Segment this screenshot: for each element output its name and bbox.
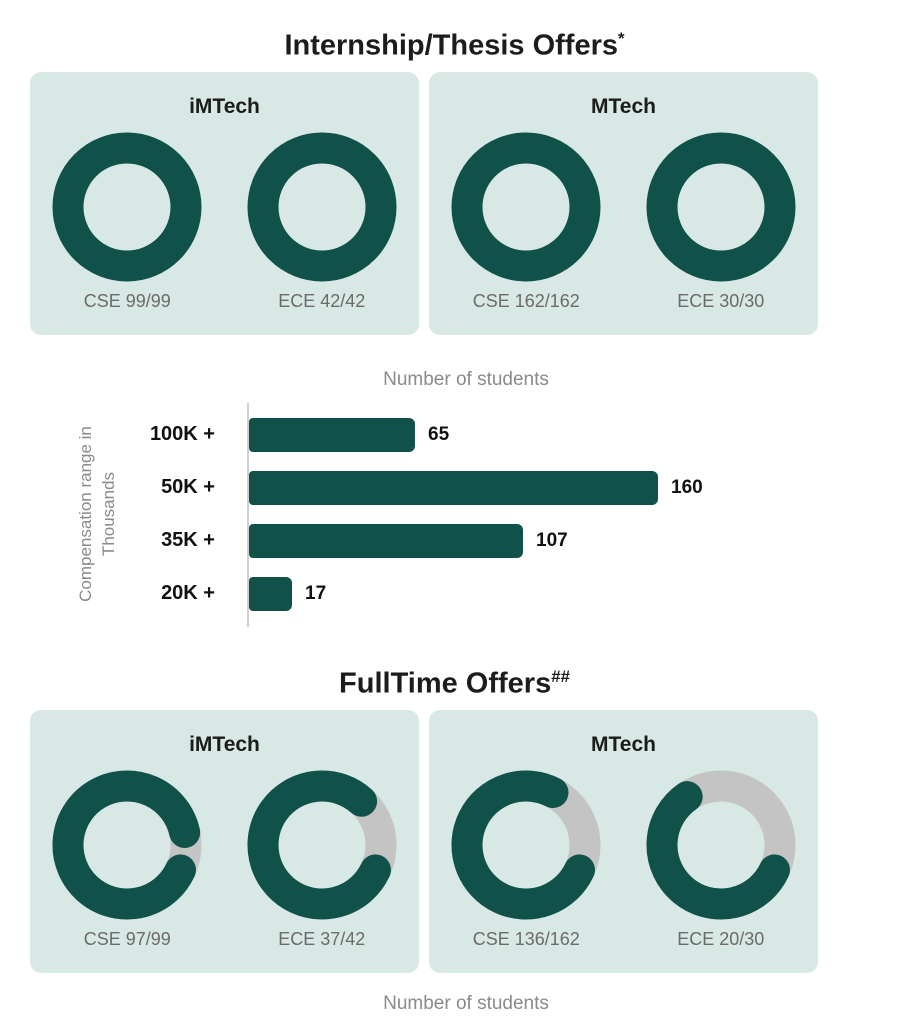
donut-label: CSE 136/162 [472, 929, 580, 949]
program-panel: MTech CSE 136/162 ECE 20/30 [429, 710, 818, 973]
donut-filled-ring [646, 132, 796, 282]
bar-value-label: 160 [671, 476, 703, 498]
bar-row: 35K + 107 [0, 514, 909, 567]
bar-value-label: 17 [305, 582, 327, 604]
donut-label: ECE 37/42 [278, 929, 366, 949]
donut-label: CSE 162/162 [472, 291, 580, 311]
bar-chart-axis-line [247, 403, 249, 627]
bar [249, 417, 415, 452]
donut-row: CSE 99/99 ECE 42/42 [30, 132, 419, 312]
donut-label: ECE 42/42 [278, 291, 366, 311]
donut-chart [247, 770, 397, 920]
donut-label: ECE 20/30 [677, 929, 765, 949]
donut-cell: CSE 162/162 [429, 132, 624, 312]
donut-filled-ring [451, 132, 601, 282]
bar-category-label: 100K + [149, 423, 215, 445]
bar-category-label: 20K + [161, 582, 215, 604]
fulltime-title-footnote-marker: ## [551, 667, 570, 687]
panel-title: MTech [591, 95, 656, 118]
bar-chart-rows: 100K + 65 50K + 160 35K + 107 20K + 17 [0, 408, 909, 620]
donut-cell: CSE 99/99 [30, 132, 225, 312]
donut-cell: ECE 20/30 [624, 770, 819, 950]
donut-row: CSE 162/162 ECE 30/30 [429, 132, 818, 312]
bar-value-label: 107 [536, 529, 568, 551]
donut-filled-ring [247, 132, 397, 282]
panel-title: iMTech [189, 95, 260, 118]
internship-panels-row: iMTech CSE 99/99 ECE 42/42 MTech CSE 162/162… [30, 72, 818, 335]
donut-filled-ring [52, 132, 202, 282]
donut-cell: ECE 37/42 [225, 770, 420, 950]
bar [249, 523, 523, 558]
donut-achieved-arc [52, 770, 201, 920]
donut-achieved-arc [451, 770, 596, 920]
donut-label: CSE 97/99 [83, 929, 171, 949]
bar-category-label: 35K + [161, 529, 215, 551]
bar-row: 20K + 17 [0, 567, 909, 620]
donut-cell: CSE 97/99 [30, 770, 225, 950]
donut-chart [52, 132, 202, 282]
bar-chart-title: Number of students [383, 369, 549, 390]
fulltime-panels-row: iMTech CSE 97/99 ECE 37/42 MTech CSE 136/162… [30, 710, 818, 973]
program-panel: iMTech CSE 99/99 ECE 42/42 [30, 72, 419, 335]
donut-chart [451, 132, 601, 282]
donut-row: CSE 97/99 ECE 37/42 [30, 770, 419, 950]
donut-cell: ECE 30/30 [624, 132, 819, 312]
donut-cell: CSE 136/162 [429, 770, 624, 950]
donut-chart [247, 132, 397, 282]
donut-chart [451, 770, 601, 920]
bar-category-label: 50K + [161, 476, 215, 498]
internship-section-title: Internship/Thesis Offers* [0, 29, 909, 63]
footer-caption: Number of students [383, 993, 549, 1014]
donut-achieved-arc [247, 770, 391, 920]
bar-row: 100K + 65 [0, 408, 909, 461]
bar-row: 50K + 160 [0, 461, 909, 514]
program-panel: MTech CSE 162/162 ECE 30/30 [429, 72, 818, 335]
donut-chart [52, 770, 202, 920]
donut-label: CSE 99/99 [83, 291, 171, 311]
internship-title-footnote-marker: * [618, 29, 625, 49]
fulltime-title-text: FullTime Offers [339, 668, 552, 701]
internship-title-text: Internship/Thesis Offers [284, 30, 619, 63]
donut-chart [646, 770, 796, 920]
bar-value-label: 65 [428, 423, 450, 445]
donut-label: ECE 30/30 [677, 291, 765, 311]
panel-title: iMTech [189, 733, 260, 756]
bar [249, 470, 658, 505]
program-panel: iMTech CSE 97/99 ECE 37/42 [30, 710, 419, 973]
bar [249, 576, 292, 611]
donut-chart [646, 132, 796, 282]
fulltime-section-title: FullTime Offers## [0, 667, 909, 701]
donut-row: CSE 136/162 ECE 20/30 [429, 770, 818, 950]
donut-achieved-arc [646, 781, 790, 920]
donut-cell: ECE 42/42 [225, 132, 420, 312]
panel-title: MTech [591, 733, 656, 756]
